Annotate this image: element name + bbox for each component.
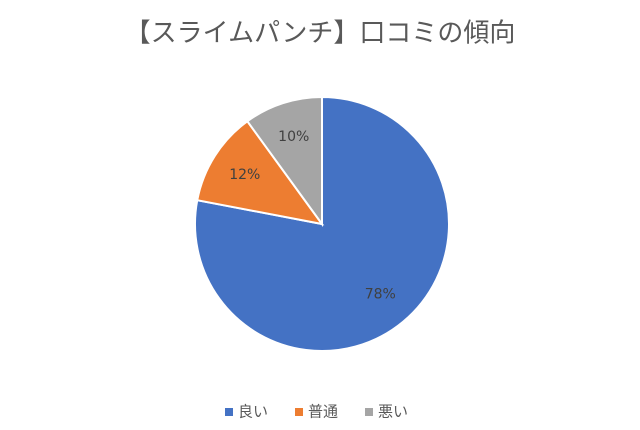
data-label: 12% [229, 167, 260, 183]
data-label: 10% [278, 129, 309, 145]
legend-label: 悪い [378, 403, 408, 421]
legend-label: 良い [238, 403, 268, 421]
legend-marker [295, 408, 303, 416]
legend-marker [365, 408, 373, 416]
legend-label: 普通 [308, 403, 338, 421]
legend-marker [225, 408, 233, 416]
pie-slice [245, 95, 323, 228]
chart-title: 【スライムパンチ】口コミの傾向 [125, 19, 516, 49]
pie-slice [196, 119, 325, 226]
data-label: 78% [365, 286, 396, 302]
